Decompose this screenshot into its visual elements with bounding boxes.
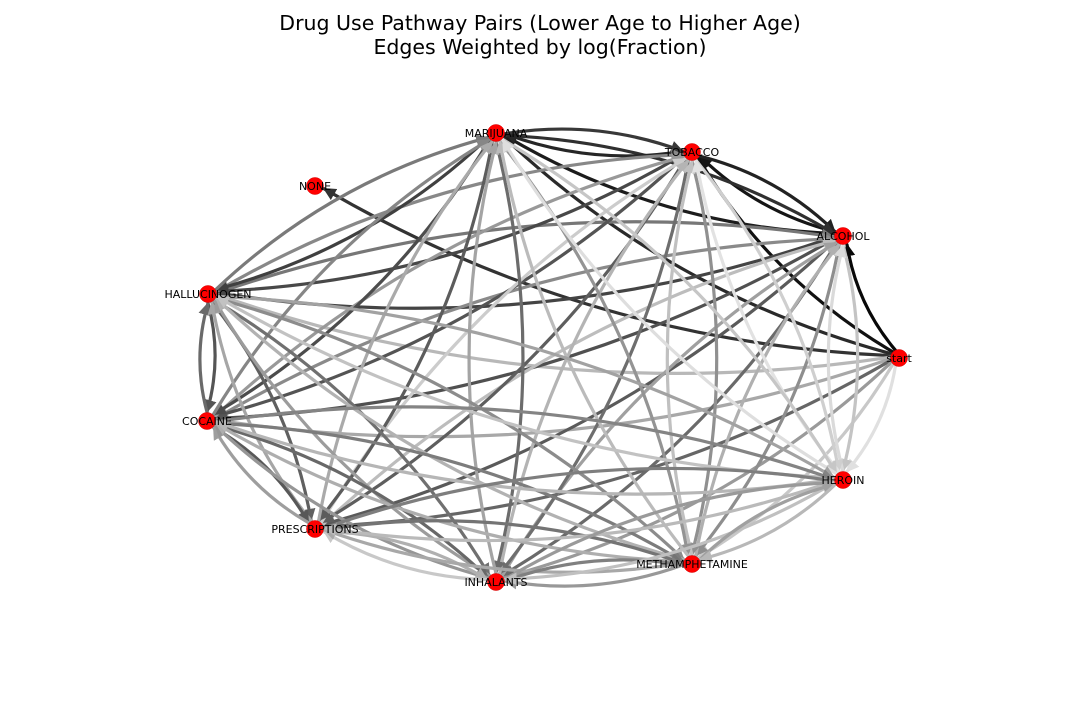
node-label-alcohol: ALCOHOL [816, 230, 870, 243]
edge-marijuana-to-hallucinogen [214, 135, 491, 293]
edge-methamphetamine-to-tobacco [665, 159, 696, 558]
node-label-marijuana: MARIJUANA [465, 127, 528, 140]
edge-marijuana-to-inhalants [492, 139, 525, 575]
node-methamphetamine [683, 555, 701, 573]
node-label-prescriptions: PRESCRIPTIONS [271, 523, 358, 536]
nodes-layer [198, 124, 908, 591]
edge-alcohol-to-methamphetamine [694, 242, 841, 557]
edge-alcohol-to-prescriptions [321, 238, 838, 528]
edge-methamphetamine-to-prescriptions [322, 527, 686, 574]
edge-tobacco-to-marijuana [503, 131, 686, 158]
edge-tobacco-to-heroin [694, 158, 844, 473]
edge-marijuana-to-heroin [500, 137, 838, 475]
edges-layer [198, 127, 898, 590]
edge-tobacco-to-inhalants [498, 158, 691, 575]
node-cocaine [198, 412, 216, 430]
edge-start-to-hallucinogen [215, 292, 893, 375]
node-heroin [834, 471, 852, 489]
edge-prescriptions-to-methamphetamine [321, 519, 685, 566]
edge-inhalants-to-methamphetamine [502, 556, 685, 583]
node-label-cocaine: COCAINE [182, 415, 232, 428]
node-none [306, 177, 324, 195]
edge-hallucinogen-to-marijuana [213, 134, 490, 292]
edge-inhalants-to-prescriptions [322, 530, 490, 582]
node-alcohol [834, 227, 852, 245]
edge-start-to-marijuana [502, 136, 894, 356]
node-hallucinogen [199, 285, 217, 303]
edge-methamphetamine-to-alcohol [694, 243, 841, 558]
edge-cocaine-to-methamphetamine [213, 421, 685, 563]
edge-alcohol-to-heroin [839, 242, 860, 473]
edge-inhalants-to-cocaine [213, 424, 491, 580]
edge-start-to-cocaine [214, 357, 893, 439]
edge-heroin-to-alcohol [826, 243, 847, 474]
edge-cocaine-to-hallucinogen [198, 301, 211, 415]
edge-hallucinogen-to-methamphetamine [213, 296, 686, 561]
chart-title-line-1: Drug Use Pathway Pairs (Lower Age to Hig… [279, 11, 800, 35]
edge-tobacco-to-cocaine [213, 154, 687, 420]
edge-methamphetamine-to-heroin [697, 481, 837, 562]
edge-cocaine-to-inhalants [212, 423, 490, 579]
node-label-hallucinogen: HALLUCINOGEN [164, 288, 251, 301]
edge-methamphetamine-to-inhalants [503, 563, 686, 590]
edge-cocaine-to-tobacco [212, 153, 686, 419]
edge-cocaine-to-marijuana [211, 138, 491, 417]
edge-start-to-heroin [845, 364, 898, 473]
edge-alcohol-to-tobacco [698, 155, 838, 234]
node-label-heroin: HEROIN [822, 474, 865, 487]
edge-hallucinogen-to-heroin [214, 294, 836, 479]
node-inhalants [487, 573, 505, 591]
edge-inhalants-to-marijuana [467, 140, 500, 576]
node-marijuana [487, 124, 505, 142]
labels-layer: MARIJUANA TOBACCO NONE ALCOHOL HALLUCINOGEN s… [164, 127, 912, 589]
edge-methamphetamine-to-marijuana [495, 140, 691, 558]
node-tobacco [683, 143, 701, 161]
edge-hallucinogen-to-tobacco [214, 148, 685, 294]
edge-prescriptions-to-cocaine [212, 426, 311, 525]
edge-cocaine-to-heroin [213, 405, 836, 482]
edge-heroin-to-inhalants [503, 480, 837, 586]
edge-prescriptions-to-marijuana [316, 140, 494, 523]
node-start [890, 349, 908, 367]
chart-title-line-2: Edges Weighted by log(Fraction) [373, 35, 706, 59]
edge-inhalants-to-tobacco [497, 159, 690, 576]
edge-tobacco-to-hallucinogen [215, 152, 686, 298]
edge-tobacco-to-alcohol [697, 154, 837, 233]
edge-inhalants-to-heroin [502, 476, 836, 582]
node-label-tobacco: TOBACCO [664, 146, 720, 159]
edge-heroin-to-prescriptions [322, 479, 837, 543]
edge-heroin-to-cocaine [214, 419, 837, 496]
edge-prescriptions-to-inhalants [321, 529, 489, 581]
node-prescriptions [306, 520, 324, 538]
edge-heroin-to-marijuana [501, 138, 839, 476]
node-label-start: start [886, 352, 912, 365]
edge-prescriptions-to-heroin [321, 466, 836, 530]
edge-start-to-methamphetamine [697, 362, 895, 559]
node-label-inhalants: INHALANTS [464, 576, 527, 589]
edge-heroin-to-methamphetamine [698, 482, 838, 563]
edge-cocaine-to-alcohol [213, 232, 836, 421]
edge-cocaine-to-prescriptions [211, 425, 310, 524]
edge-start-to-alcohol [842, 243, 898, 352]
node-label-none: NONE [299, 180, 331, 193]
edge-marijuana-to-tobacco [502, 127, 685, 154]
node-label-methamphetamine: METHAMPHETAMINE [636, 558, 748, 571]
